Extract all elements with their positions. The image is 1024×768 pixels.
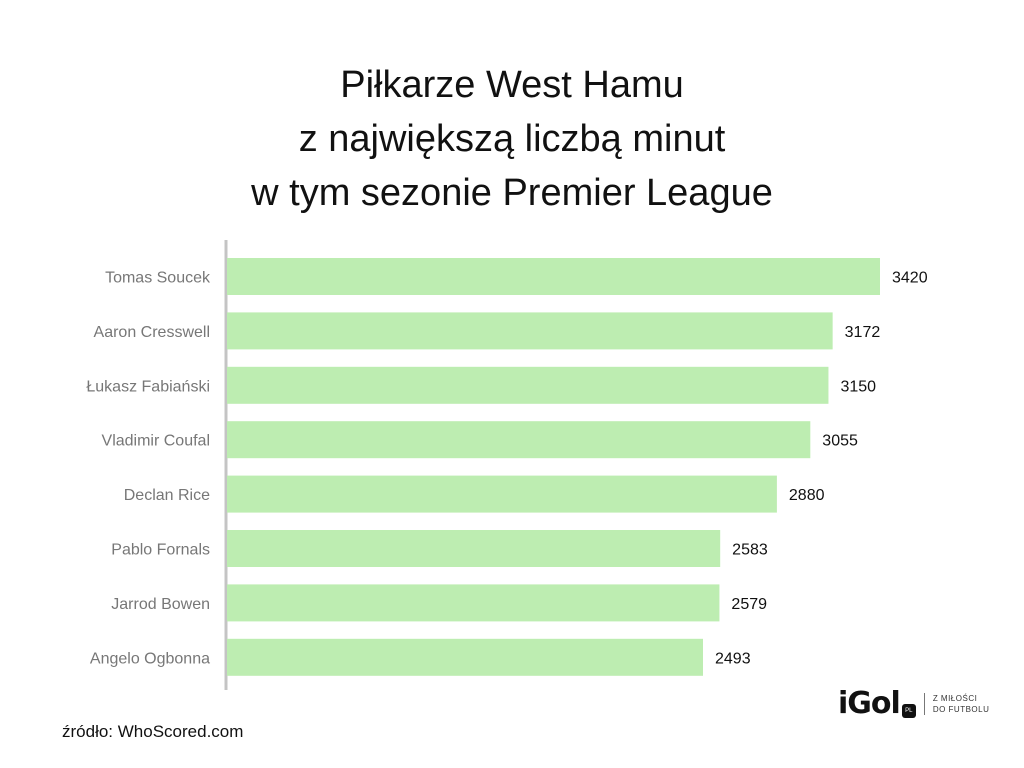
bar xyxy=(227,530,721,567)
category-label: Declan Rice xyxy=(124,487,210,504)
bar xyxy=(227,258,880,295)
logo-wordmark: iGol xyxy=(838,686,901,721)
category-label: Angelo Ogbonna xyxy=(90,650,210,667)
source-note: źródło: WhoScored.com xyxy=(62,722,244,741)
data-label: 3055 xyxy=(822,433,858,450)
data-label: 3420 xyxy=(892,270,928,287)
chart-title-line-3: w tym sezonie Premier League xyxy=(251,172,773,214)
category-label: Aaron Cresswell xyxy=(94,324,210,341)
bar xyxy=(227,312,833,350)
category-label: Jarrod Bowen xyxy=(111,596,210,613)
data-label: 2493 xyxy=(715,650,751,667)
bar xyxy=(227,638,704,676)
logo-tagline-1: Z MIŁOŚCI xyxy=(932,693,978,703)
bar xyxy=(227,475,777,513)
chart-title: Piłkarze West Hamu z największą liczbą m… xyxy=(0,58,1024,220)
category-label: Vladimir Coufal xyxy=(102,433,210,450)
data-label: 3150 xyxy=(840,378,876,395)
bar xyxy=(227,584,720,622)
data-label: 2579 xyxy=(731,596,767,613)
chart-title-line-2: z największą liczbą minut xyxy=(298,118,726,160)
logo-tagline-2: DO FUTBOLU xyxy=(932,704,990,714)
chart-title-line-1: Piłkarze West Hamu xyxy=(340,64,684,106)
logo-badge: PL xyxy=(901,703,916,718)
data-label: 3172 xyxy=(845,324,881,341)
category-label: Pablo Fornals xyxy=(111,542,210,559)
igol-logo: iGol PL Z MIŁOŚCI DO FUTBOLU xyxy=(838,686,989,721)
logo-tagline: Z MIŁOŚCI DO FUTBOLU xyxy=(933,693,990,715)
bar xyxy=(227,421,811,459)
bar xyxy=(227,366,829,404)
category-label: Tomas Soucek xyxy=(105,270,211,287)
data-label: 2583 xyxy=(732,542,768,559)
logo-divider xyxy=(923,692,925,715)
data-label: 2880 xyxy=(789,487,825,504)
category-label: Łukasz Fabiański xyxy=(86,378,210,395)
